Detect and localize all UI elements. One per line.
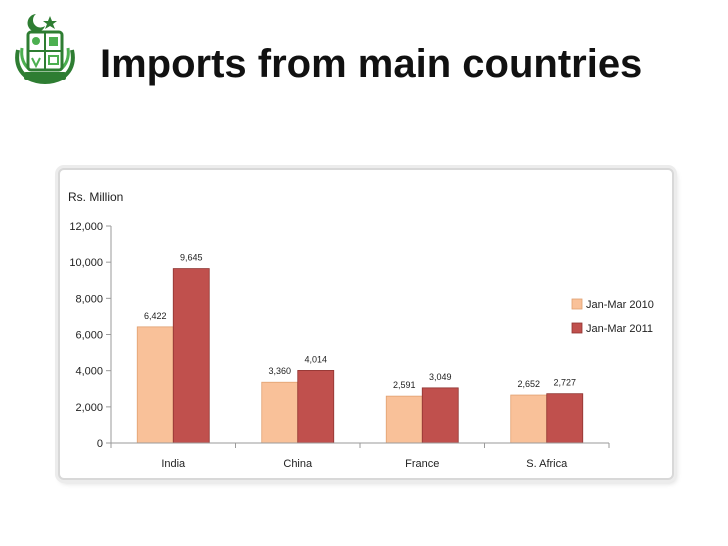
x-tick-label: S. Africa bbox=[526, 458, 568, 470]
bars-group: 6,422 9,645 3,360 4,014 2,591 3,049 2,652 2,727 bbox=[136, 253, 584, 444]
bar bbox=[385, 395, 423, 444]
y-tick-label: 10,000 bbox=[69, 257, 103, 269]
y-tick-label: 4,000 bbox=[75, 366, 103, 378]
y-axis-label: Rs. Million bbox=[68, 190, 123, 204]
bar bbox=[136, 326, 174, 444]
bar bbox=[261, 381, 299, 444]
x-tick-label: India bbox=[161, 458, 186, 470]
y-tick-label: 8,000 bbox=[75, 293, 103, 305]
y-tick-label: 12,000 bbox=[69, 221, 103, 233]
chart-frame: Rs. Million 0 2,000 4,000 6,000 8,000 10,000 1… bbox=[58, 168, 674, 480]
data-label: 6,422 bbox=[144, 311, 167, 321]
bar bbox=[421, 387, 459, 444]
x-axis: India China France S. Africa bbox=[110, 442, 610, 470]
legend-label: Jan-Mar 2010 bbox=[586, 299, 654, 311]
x-tick-label: China bbox=[283, 458, 313, 470]
legend-swatch bbox=[571, 322, 583, 334]
emblem-logo bbox=[12, 10, 78, 86]
y-tick-label: 2,000 bbox=[75, 402, 103, 414]
bar bbox=[510, 394, 548, 444]
data-label: 3,360 bbox=[268, 366, 291, 376]
y-tick-label: 6,000 bbox=[75, 330, 103, 342]
data-label: 2,652 bbox=[517, 379, 540, 389]
data-label: 4,014 bbox=[304, 354, 327, 364]
bar bbox=[546, 393, 584, 444]
data-label: 9,645 bbox=[180, 253, 203, 263]
legend-label: Jan-Mar 2011 bbox=[586, 323, 653, 335]
y-axis: 0 2,000 4,000 6,000 8,000 10,000 12,000 bbox=[69, 221, 112, 450]
data-label: 3,049 bbox=[429, 372, 452, 382]
legend-swatch bbox=[571, 298, 583, 310]
legend: Jan-Mar 2010 Jan-Mar 2011 bbox=[571, 298, 654, 335]
bar bbox=[297, 370, 335, 444]
bar-chart: Rs. Million 0 2,000 4,000 6,000 8,000 10,000 1… bbox=[68, 190, 654, 470]
data-label: 2,727 bbox=[553, 378, 576, 388]
slide-title: Imports from main countries bbox=[100, 42, 643, 86]
y-tick-label: 0 bbox=[97, 438, 103, 450]
data-label: 2,591 bbox=[393, 380, 416, 390]
x-tick-label: France bbox=[405, 458, 439, 470]
bar bbox=[172, 268, 210, 444]
